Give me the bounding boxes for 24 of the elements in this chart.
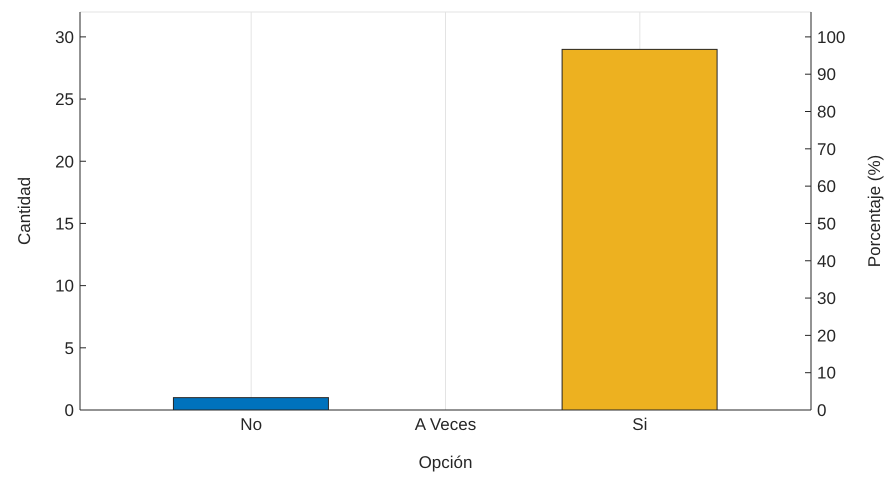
y-axis-title: Cantidad — [15, 176, 34, 246]
y-tick-label: 0 — [64, 401, 74, 420]
y-tick-label: 30 — [55, 28, 74, 47]
y2-axis-title: Porcentaje (%) — [865, 154, 884, 268]
x-tick-label: A Veces — [414, 415, 476, 434]
y2-tick-label: 40 — [817, 252, 836, 271]
y-tick-label: 15 — [55, 214, 74, 234]
x-tick-label: Si — [632, 415, 648, 434]
y2-tick-label: 60 — [817, 177, 836, 196]
y2-tick-label: 70 — [817, 140, 836, 159]
x-axis-title: Opción — [418, 453, 472, 472]
x-tick-label: No — [240, 415, 262, 434]
y-tick-label: 20 — [55, 152, 74, 172]
y2-tick-label: 80 — [817, 102, 836, 122]
y2-tick-label: 100 — [817, 28, 846, 47]
y2-tick-label: 20 — [817, 326, 836, 346]
y2-tick-label: 90 — [817, 65, 836, 84]
y-tick-label: 5 — [64, 338, 74, 358]
y2-tick-label: 0 — [817, 401, 826, 420]
y2-tick-label: 50 — [817, 214, 836, 234]
y2-tick-label: 10 — [817, 364, 836, 383]
y-tick-label: 10 — [55, 276, 74, 296]
y2-tick-label: 30 — [817, 289, 836, 308]
y-tick-label: 25 — [55, 90, 74, 110]
